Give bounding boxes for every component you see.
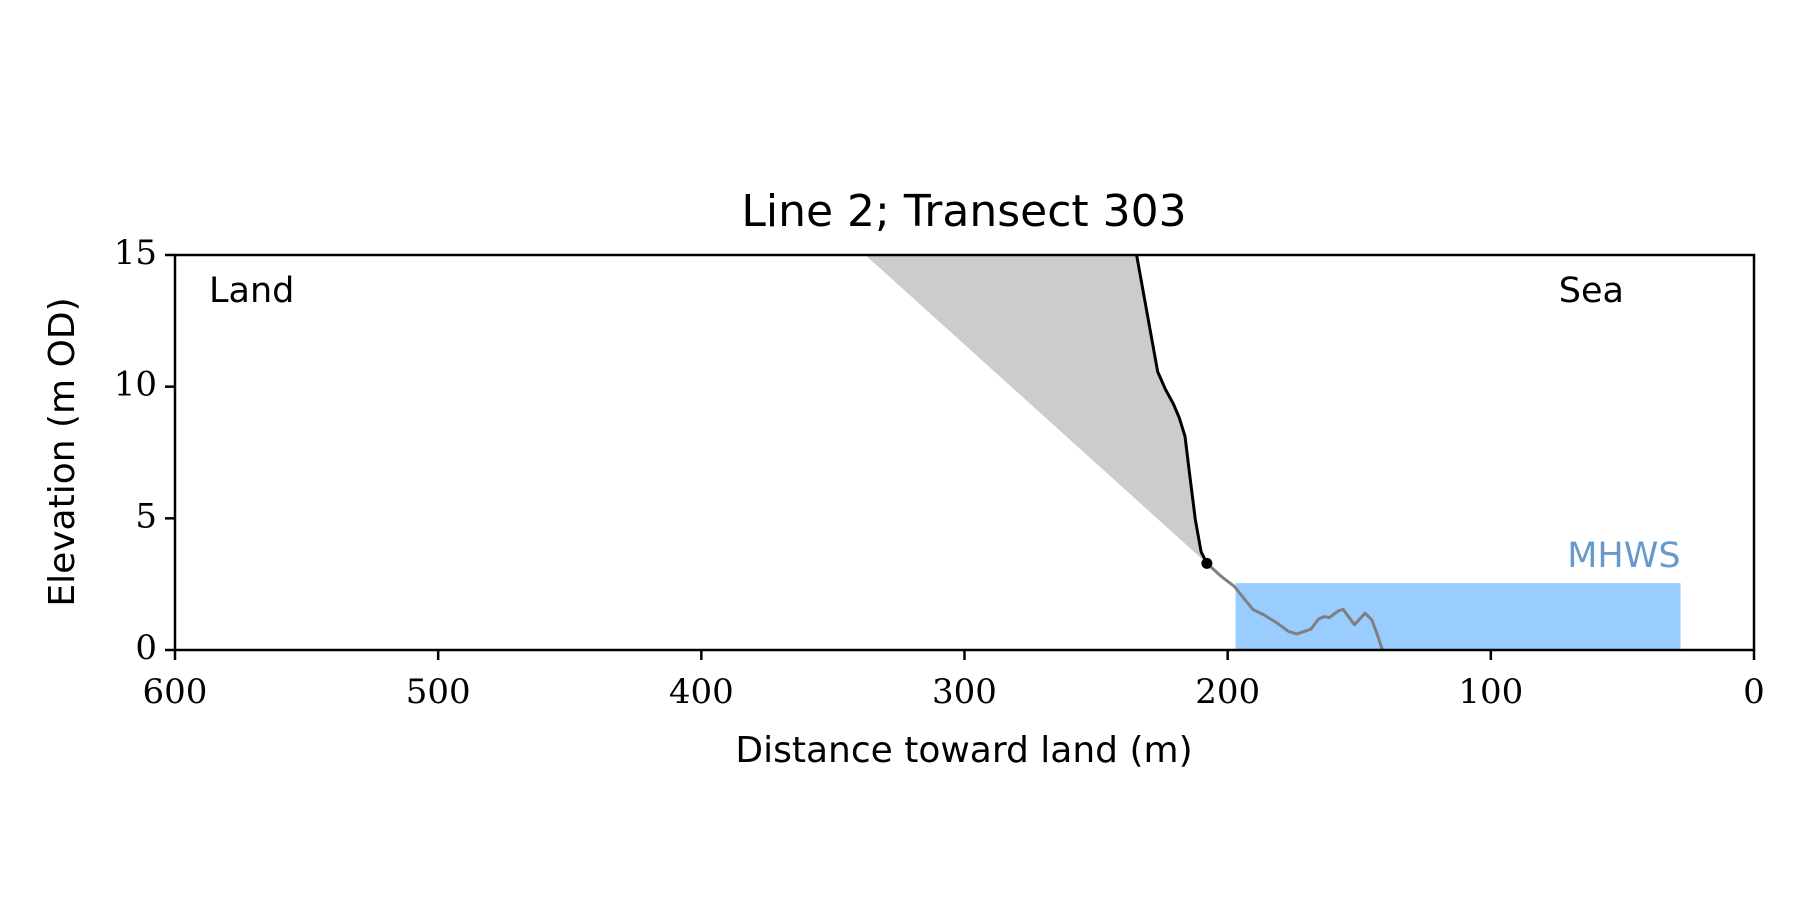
marker-point <box>1201 557 1213 569</box>
shaded-area <box>865 255 1207 564</box>
y-tick-label: 10 <box>114 365 157 405</box>
x-tick-label: 500 <box>406 672 471 712</box>
x-tick-label: 100 <box>1458 672 1523 712</box>
x-tick-label: 300 <box>932 672 997 712</box>
profile-line <box>1205 562 1384 651</box>
y-tick-label: 0 <box>135 628 157 668</box>
land-annotation: Land <box>209 271 294 311</box>
mhws-band <box>1235 583 1681 650</box>
profile-line <box>1135 254 1209 565</box>
x-axis-label: Distance toward land (m) <box>735 730 1192 771</box>
sea-annotation: Sea <box>1559 271 1624 311</box>
y-tick-label: 15 <box>114 233 157 273</box>
chart-title: Line 2; Transect 303 <box>741 186 1186 237</box>
x-tick-label: 600 <box>143 672 208 712</box>
x-tick-label: 0 <box>1743 672 1765 712</box>
y-tick-label: 5 <box>135 496 157 536</box>
y-axis-label: Elevation (m OD) <box>42 297 83 606</box>
mhws-label: MHWS <box>1567 536 1680 576</box>
x-tick-label: 400 <box>669 672 734 712</box>
x-tick-label: 200 <box>1195 672 1260 712</box>
